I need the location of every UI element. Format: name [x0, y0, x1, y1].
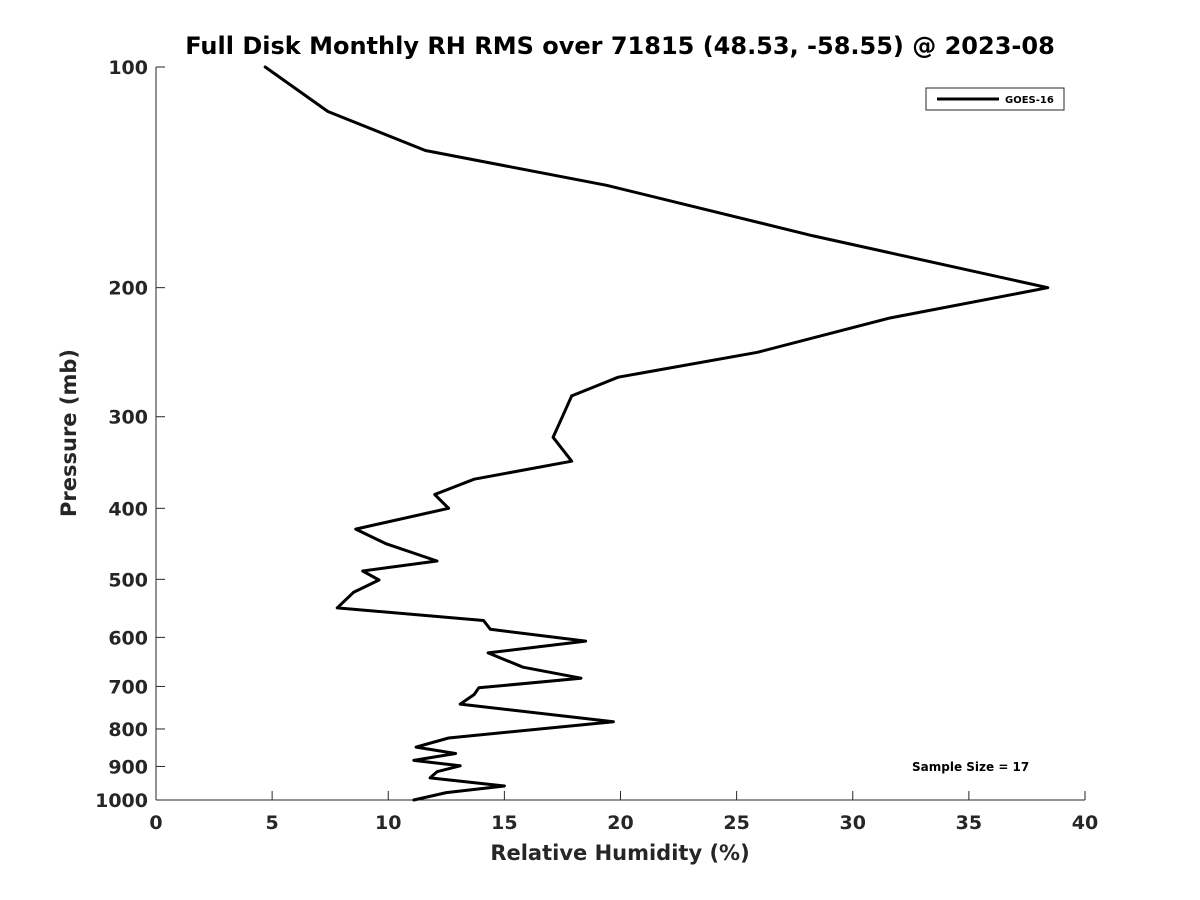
x-tick-label: 10 — [375, 812, 401, 834]
y-ticks: 100 200 300 400 500 600 700 800 900 1000 — [95, 57, 165, 812]
x-tick-label: 5 — [266, 812, 279, 834]
series-group — [263, 65, 1050, 802]
sample-size-annotation: Sample Size = 17 — [912, 760, 1029, 774]
x-tick-label: 40 — [1072, 812, 1098, 834]
y-tick-label: 300 — [108, 407, 148, 429]
x-tick-label: 15 — [491, 812, 517, 834]
x-axis-label: Relative Humidity (%) — [490, 841, 749, 865]
axes — [155, 67, 1085, 801]
y-tick-label: 800 — [108, 719, 148, 741]
x-ticks: 0 5 10 15 20 25 30 35 40 — [149, 791, 1098, 834]
y-tick-label: 900 — [108, 756, 148, 778]
chart-title: Full Disk Monthly RH RMS over 71815 (48.… — [185, 32, 1055, 60]
x-tick-label: 35 — [956, 812, 982, 834]
x-tick-label: 20 — [607, 812, 633, 834]
y-tick-label: 700 — [108, 676, 148, 698]
y-tick-label: 600 — [108, 627, 148, 649]
x-tick-label: 25 — [723, 812, 749, 834]
y-tick-label: 100 — [108, 57, 148, 79]
x-tick-label: 30 — [840, 812, 866, 834]
x-tick-label: 0 — [149, 812, 162, 834]
y-tick-label: 400 — [108, 498, 148, 520]
y-tick-label: 1000 — [95, 790, 148, 812]
y-axis-label: Pressure (mb) — [57, 349, 81, 517]
legend-label-goes-16: GOES-16 — [1005, 95, 1054, 106]
y-tick-label: 500 — [108, 569, 148, 591]
series-line-goes-16 — [263, 65, 1050, 802]
y-tick-label: 200 — [108, 278, 148, 300]
legend: GOES-16 — [925, 87, 1065, 111]
